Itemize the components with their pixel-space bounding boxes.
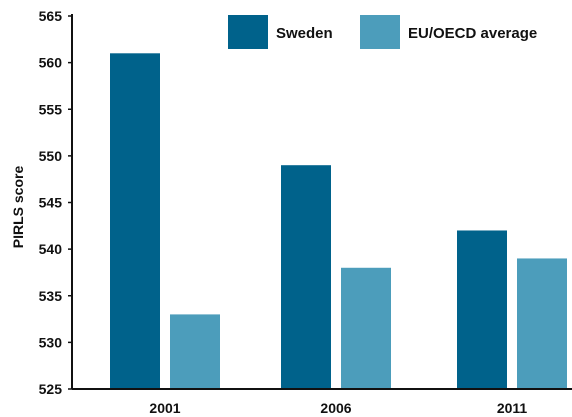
y-tick-label: 550: [39, 148, 63, 164]
y-tick-label: 545: [39, 195, 63, 211]
legend: Sweden EU/OECD average: [228, 15, 537, 49]
bar-eu-oecd-average-2011: [517, 258, 567, 389]
legend-swatch-sweden: [228, 15, 268, 49]
bar-sweden-2006: [281, 165, 331, 389]
y-tick-label: 530: [39, 334, 63, 350]
y-tick-label: 525: [39, 381, 63, 397]
x-tick-label: 2006: [320, 400, 351, 416]
x-tick-label: 2001: [149, 400, 180, 416]
bar-sweden-2011: [457, 230, 507, 389]
legend-label: Sweden: [276, 25, 333, 42]
y-axis-title: PIRLS score: [10, 166, 26, 249]
bar-sweden-2001: [110, 53, 160, 390]
legend-swatch-eu-oecd-average: [360, 15, 400, 49]
y-tick-label: 540: [39, 241, 63, 257]
legend-label: EU/OECD average: [408, 25, 537, 42]
axes: [71, 14, 572, 390]
x-tick-label: 2011: [497, 400, 528, 416]
y-axis-ticks: 525 530 535 540 545 550 555 560 565: [39, 8, 72, 397]
bar-eu-oecd-average-2006: [341, 267, 391, 389]
y-tick-label: 560: [39, 55, 63, 71]
x-axis-ticks: 2001 2006 2011: [149, 400, 527, 416]
bars: [110, 53, 567, 390]
y-tick-label: 555: [39, 101, 63, 117]
y-tick-label: 535: [39, 288, 63, 304]
y-tick-label: 565: [39, 8, 63, 24]
bar-eu-oecd-average-2001: [170, 314, 220, 389]
